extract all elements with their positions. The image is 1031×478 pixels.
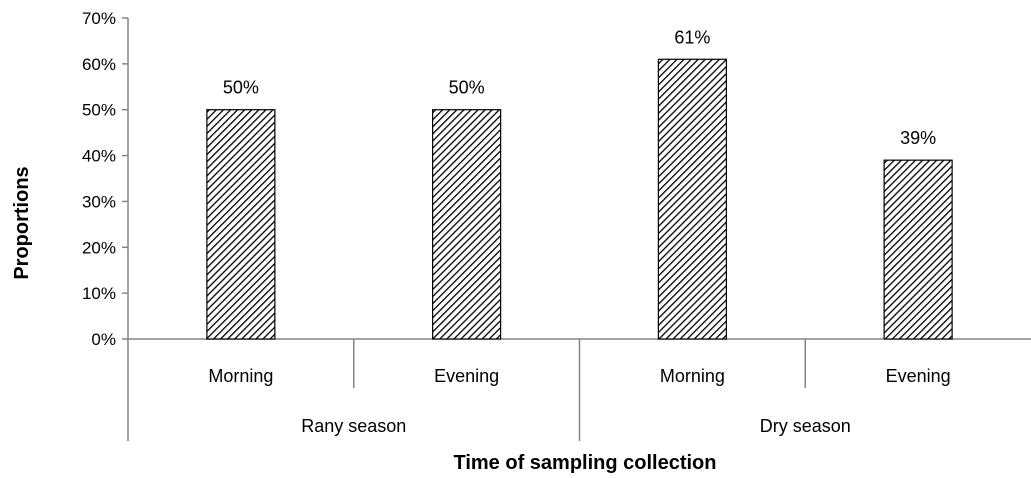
axes xyxy=(122,17,1031,441)
bar xyxy=(657,58,727,340)
y-tick-label: 50% xyxy=(82,101,116,120)
bar xyxy=(206,109,276,340)
y-tick-label: 60% xyxy=(82,55,116,74)
x-axis-title: Time of sampling collection xyxy=(453,452,716,474)
y-tick-label: 70% xyxy=(82,9,116,28)
y-tick-label: 20% xyxy=(82,238,116,257)
group-label: Rany season xyxy=(301,416,406,436)
category-label: Morning xyxy=(660,366,725,386)
category-label: Evening xyxy=(886,366,951,386)
data-label: 50% xyxy=(449,78,485,98)
labels: 0% 10% 20% 30% 40% 50% 60% 70% 50% Morning 50% Even… xyxy=(82,9,951,436)
data-label: 50% xyxy=(223,78,259,98)
y-tick-label: 30% xyxy=(82,192,116,211)
bar xyxy=(883,159,953,340)
y-tick-label: 10% xyxy=(82,284,116,303)
category-label: Evening xyxy=(434,366,499,386)
category-label: Morning xyxy=(208,366,273,386)
y-axis-title: Proportions xyxy=(11,166,33,279)
bars xyxy=(206,58,953,340)
group-label: Dry season xyxy=(760,416,851,436)
bar xyxy=(432,109,502,340)
data-label: 39% xyxy=(900,128,936,148)
data-label: 61% xyxy=(674,27,710,47)
y-tick-label: 40% xyxy=(82,147,116,166)
y-tick-label: 0% xyxy=(91,330,116,349)
